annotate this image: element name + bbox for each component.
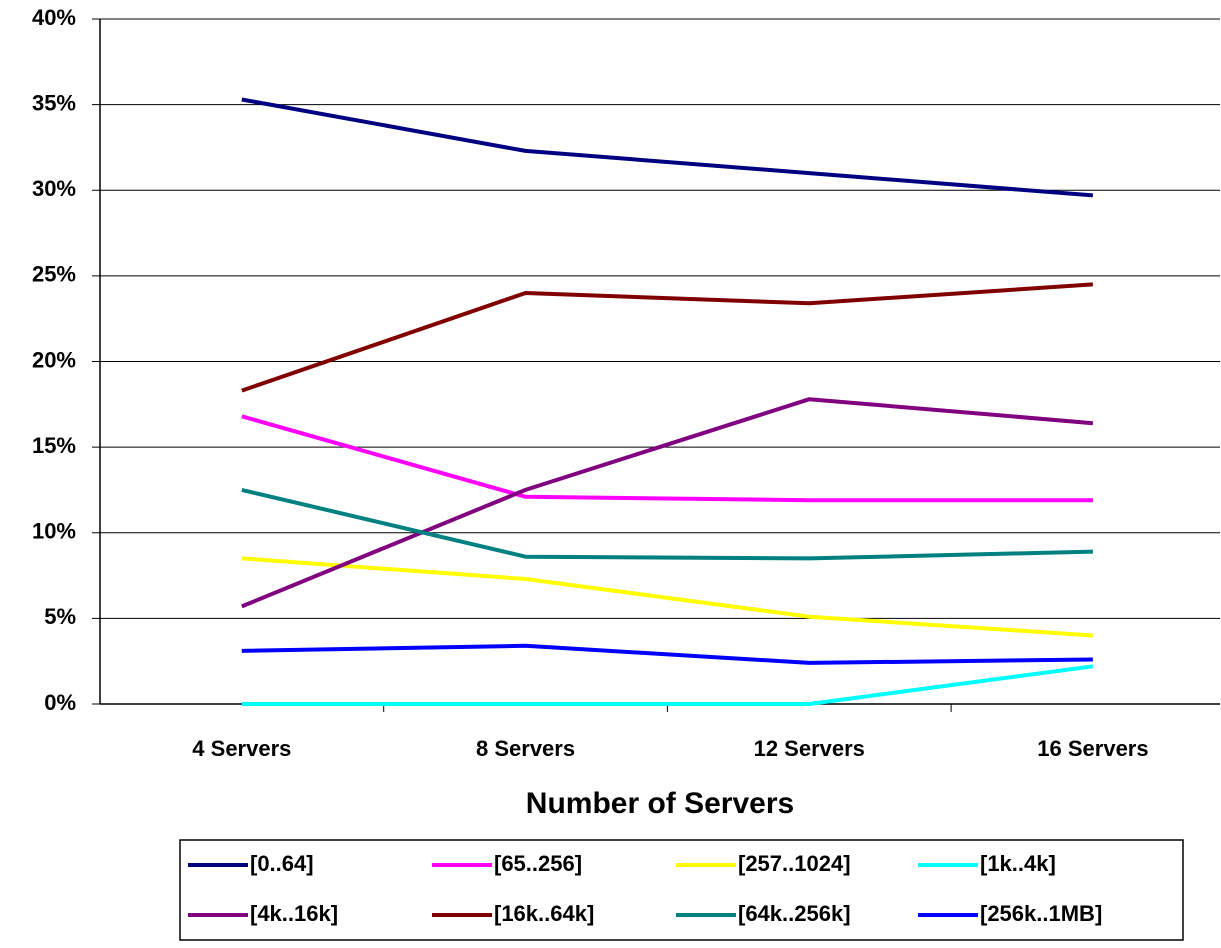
series-line <box>241 664 1094 706</box>
series-line <box>241 556 1094 638</box>
legend-label: [1k..4k] <box>980 851 1056 876</box>
y-tick-label: 25% <box>32 262 76 287</box>
legend-label: [16k..64k] <box>494 901 594 926</box>
legend-label: [0..64] <box>250 851 314 876</box>
y-tick-label: 20% <box>32 347 76 372</box>
series-line <box>241 414 1093 503</box>
y-tick-label: 5% <box>44 604 76 629</box>
y-tick-label: 40% <box>32 5 76 30</box>
x-tick-label: 12 Servers <box>754 736 865 761</box>
legend-label: [64k..256k] <box>738 901 851 926</box>
series-line <box>241 643 1093 665</box>
y-tick-label: 0% <box>44 690 76 715</box>
x-tick-label: 8 Servers <box>476 736 575 761</box>
y-tick-label: 35% <box>32 90 76 115</box>
legend-label: [256k..1MB] <box>980 901 1102 926</box>
legend-label: [4k..16k] <box>250 901 338 926</box>
legend-label: [65..256] <box>494 851 582 876</box>
x-tick-label: 4 Servers <box>192 736 291 761</box>
series-line <box>241 97 1094 198</box>
y-tick-label: 10% <box>32 519 76 544</box>
series-line <box>241 397 1094 609</box>
legend-label: [257..1024] <box>738 851 851 876</box>
x-tick-label: 16 Servers <box>1037 736 1148 761</box>
series-line <box>241 282 1094 393</box>
y-tick-label: 30% <box>32 176 76 201</box>
legend-box <box>179 839 1184 941</box>
y-tick-label: 15% <box>32 433 76 458</box>
series-line <box>241 487 1093 561</box>
x-axis-title: Number of Servers <box>526 787 794 820</box>
